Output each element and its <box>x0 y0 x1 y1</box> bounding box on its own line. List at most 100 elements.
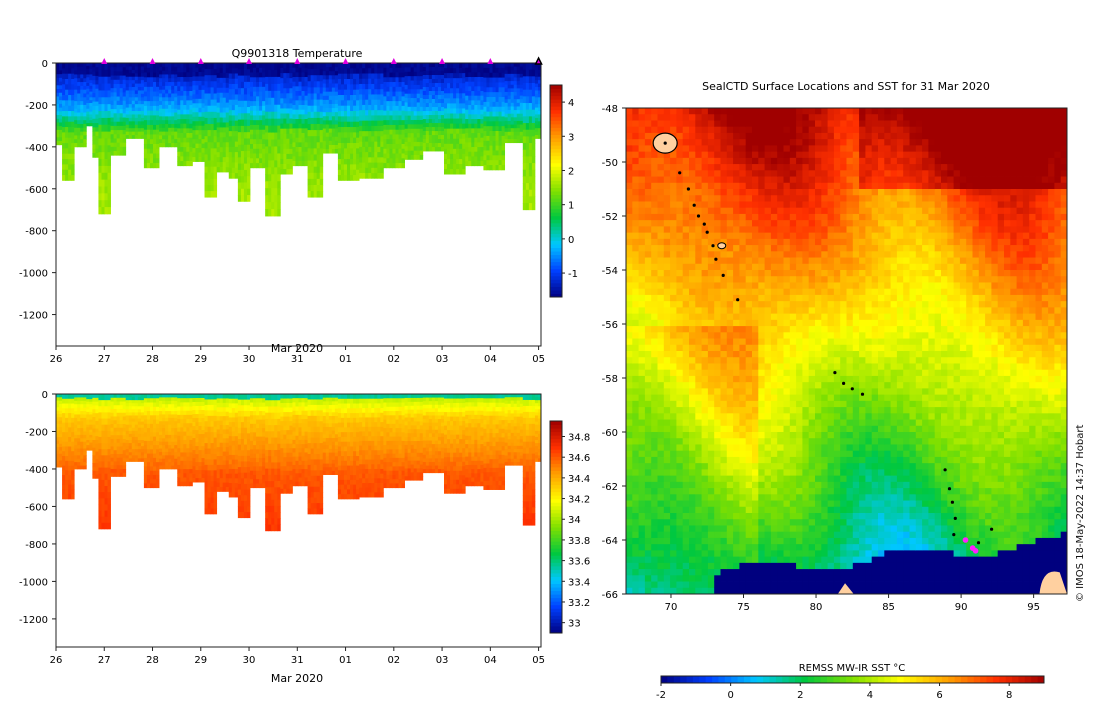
temperature-cell <box>440 71 445 76</box>
temperature-cell <box>128 87 133 91</box>
salinity-cell <box>74 424 78 429</box>
temperature-cell <box>159 78 163 83</box>
temperature-cell <box>156 153 160 159</box>
temperature-cell <box>465 81 469 87</box>
temperature-cell <box>186 72 190 78</box>
temperature-cell <box>80 104 84 110</box>
temperature-cell <box>280 88 284 94</box>
temperature-cell <box>86 103 90 107</box>
temperature-cell <box>268 167 272 175</box>
salinity-cell <box>195 438 199 443</box>
temperature-cell <box>347 116 351 123</box>
temperature-cell <box>431 79 436 84</box>
temperature-cell <box>383 86 387 92</box>
colorbar-segment <box>550 205 562 210</box>
salinity-cell <box>183 435 187 441</box>
temperature-cell <box>207 191 211 198</box>
salinity-cell <box>92 451 96 456</box>
colorbar-segment <box>550 127 562 132</box>
temperature-cell <box>225 127 230 133</box>
temperature-cell <box>104 172 108 181</box>
temperature-cell <box>383 158 387 164</box>
temperature-cell <box>83 82 87 87</box>
salinity-cell <box>171 441 175 446</box>
temperature-cell <box>62 169 66 176</box>
temperature-cell <box>389 67 393 73</box>
salinity-cell <box>198 462 202 467</box>
salinity-cell <box>140 449 145 453</box>
temperature-cell <box>480 114 484 120</box>
temperature-cell <box>465 137 469 143</box>
temperature-cell <box>122 79 127 85</box>
temperature-cell <box>534 104 539 108</box>
temperature-cell <box>471 109 475 115</box>
temperature-cell <box>331 99 336 105</box>
temperature-cell <box>434 87 439 92</box>
temperature-cell <box>343 143 348 149</box>
salinity-cell <box>74 438 78 443</box>
salinity-cell <box>180 423 184 428</box>
temperature-cell <box>334 87 339 93</box>
temperature-cell <box>107 97 111 105</box>
temperature-cell <box>525 83 530 91</box>
temperature-cell <box>301 142 305 148</box>
temperature-cell <box>389 63 393 69</box>
temperature-cell <box>322 103 327 109</box>
salinity-cell <box>146 440 151 446</box>
temperature-cell <box>159 104 163 110</box>
temperature-cell <box>86 111 90 115</box>
salinity-cell <box>162 458 166 463</box>
temperature-cell <box>243 63 248 70</box>
temperature-cell <box>531 76 536 84</box>
temperature-cell <box>410 102 415 108</box>
temperature-cell <box>231 99 236 106</box>
temperature-cell <box>522 156 527 164</box>
temperature-cell <box>174 74 178 79</box>
temperature-cell <box>407 111 412 116</box>
temperature-cell <box>480 161 484 167</box>
temperature-cell <box>286 158 290 165</box>
temperature-cell <box>177 95 181 101</box>
salinity-cell <box>137 403 142 407</box>
salinity-cell <box>107 473 111 481</box>
temperature-cell <box>489 126 493 132</box>
salinity-cell <box>59 403 63 408</box>
temperature-cell <box>95 88 99 94</box>
salinity-cell <box>153 432 157 437</box>
temperature-cell <box>377 125 381 132</box>
salinity-cell <box>86 417 90 420</box>
salinity-cell <box>140 430 145 435</box>
temperature-cell <box>168 63 172 68</box>
salinity-cell <box>146 479 151 484</box>
temperature-cell <box>316 87 321 94</box>
temperature-cell <box>401 153 405 159</box>
temperature-cell <box>319 136 324 143</box>
temperature-cell <box>325 99 330 105</box>
temperature-cell <box>340 137 345 144</box>
temperature-cell <box>419 63 424 68</box>
temperature-cell <box>165 82 169 87</box>
temperature-cell <box>413 80 418 86</box>
temperature-cell <box>143 86 148 92</box>
temperature-cell <box>165 131 169 136</box>
temperature-cell <box>386 63 390 69</box>
temperature-cell <box>340 84 345 91</box>
temperature-cell <box>268 139 272 147</box>
temperature-cell <box>471 156 475 162</box>
salinity-cell <box>68 427 72 433</box>
temperature-cell <box>234 110 239 116</box>
salinity-cell <box>125 458 130 462</box>
temperature-cell <box>98 124 102 133</box>
salinity-cell <box>174 424 178 429</box>
temperature-cell <box>77 131 81 136</box>
temperature-cell <box>131 114 136 119</box>
temperature-cell <box>522 176 527 184</box>
salinity-cell <box>68 441 72 447</box>
temperature-cell <box>510 73 515 78</box>
temperature-cell <box>131 107 136 112</box>
salinity-cell <box>98 486 102 493</box>
temperature-cell <box>134 124 139 129</box>
temperature-cell <box>328 124 333 129</box>
temperature-cell <box>128 124 133 129</box>
salinity-cell <box>83 417 87 422</box>
